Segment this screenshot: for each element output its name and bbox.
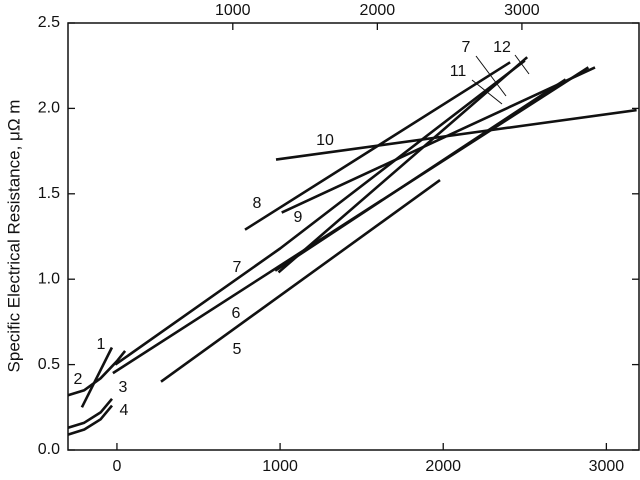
series-line	[67, 404, 113, 436]
series-label: 11	[450, 63, 467, 80]
y-tick-label: 2.5	[38, 14, 60, 31]
y-tick-label: 1.0	[38, 270, 60, 287]
plot-frame	[67, 22, 640, 451]
series-label: 2	[74, 371, 83, 388]
series-line	[281, 66, 596, 214]
series-label: 3	[119, 379, 128, 396]
y-tick-label: 0.5	[38, 356, 60, 373]
leader-line	[514, 54, 530, 75]
series-line	[67, 397, 113, 430]
y-tick-label: 1.5	[38, 185, 60, 202]
x-tick-label: 3000	[589, 458, 625, 475]
series-line	[160, 179, 441, 383]
series-line	[277, 56, 529, 274]
series-label: 1	[97, 336, 106, 353]
series-label: 6	[232, 305, 241, 322]
series-label: 7	[233, 259, 242, 276]
x-tick-label: 1000	[262, 458, 298, 475]
y-axis-label: Specific Electrical Resistance, μΩ m	[4, 100, 23, 373]
series-label: 10	[316, 132, 334, 149]
x-tick-label: 0	[112, 458, 121, 475]
series-label: 7	[462, 39, 471, 56]
series-label: 12	[493, 39, 511, 56]
series-label: 8	[253, 195, 262, 212]
series-label: 4	[120, 402, 129, 419]
series-line	[275, 108, 637, 161]
x2-tick-label: 2000	[360, 2, 396, 19]
series-line	[67, 350, 127, 397]
series-line	[114, 59, 526, 366]
x2-tick-label: 3000	[504, 2, 540, 19]
x2-tick-label: 1000	[215, 2, 251, 19]
y-tick-label: 2.0	[38, 100, 60, 117]
series-label: 9	[294, 209, 303, 226]
series-line	[274, 78, 567, 272]
series-line	[80, 346, 114, 408]
leader-line	[475, 55, 507, 97]
series-label: 5	[233, 341, 242, 358]
x-tick-label: 2000	[425, 458, 461, 475]
y-tick-label: 0.0	[38, 441, 60, 458]
